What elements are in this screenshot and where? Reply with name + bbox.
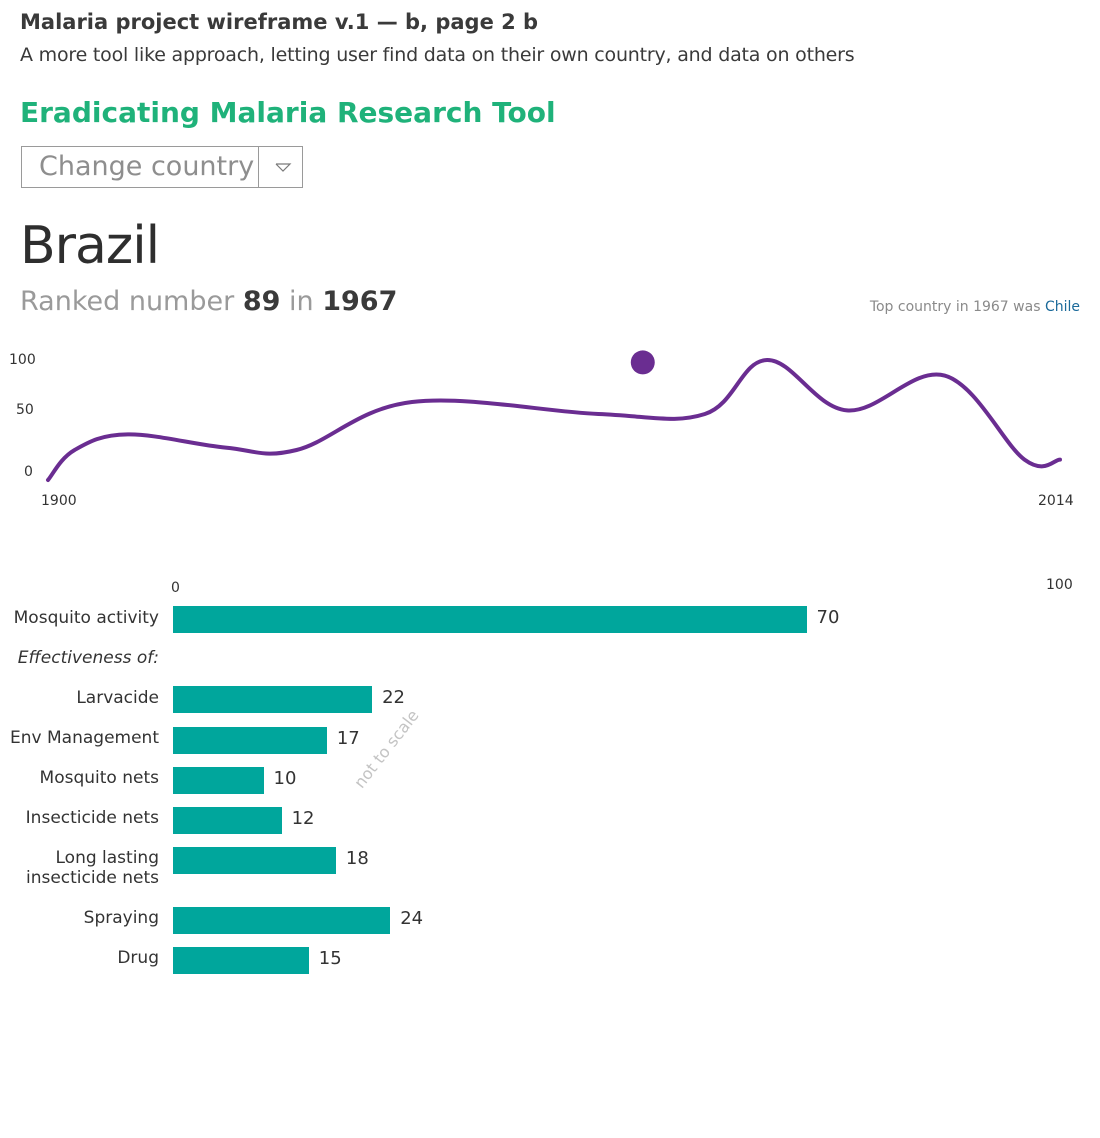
wireframe-title: Malaria project wireframe v.1 — b, page … <box>20 10 539 34</box>
rank-year: 1967 <box>322 286 398 317</box>
top-country-note: Top country in 1967 was Chile <box>870 299 1080 315</box>
bar-value-label: 18 <box>345 848 369 869</box>
rank-number: 89 <box>242 286 281 317</box>
y-tick-label: 50 <box>16 402 34 418</box>
bar-category-label: Larvacide <box>76 688 159 708</box>
tool-title: Eradicating Malaria Research Tool <box>20 96 556 129</box>
bar-value-label: 10 <box>273 768 297 789</box>
country-select[interactable]: Change country <box>21 146 303 188</box>
bar <box>173 907 391 934</box>
x-end-label: 2014 <box>1038 493 1074 509</box>
bar-category-label: Drug <box>117 948 159 968</box>
bar-category-label: Env Management <box>10 728 159 748</box>
rank-line: Ranked number 89 in 1967 <box>20 286 397 317</box>
bar <box>173 947 309 974</box>
line-chart <box>46 350 1062 482</box>
select-divider <box>258 147 259 187</box>
bar-category-label: Spraying <box>83 908 159 928</box>
country-select-label: Change country <box>39 151 255 182</box>
not-to-scale-watermark: not to scale <box>350 706 423 792</box>
rank-prefix: Ranked number <box>20 286 235 317</box>
bar <box>173 686 373 713</box>
selected-year-marker[interactable] <box>630 350 655 375</box>
bar <box>173 807 282 834</box>
bar-category-label: Long lasting insecticide nets <box>25 848 159 888</box>
country-name: Brazil <box>20 216 160 276</box>
top-country-text: Top country in 1967 was <box>869 299 1041 315</box>
wireframe-subtitle: A more tool like approach, letting user … <box>20 44 855 66</box>
bar-value-label: 22 <box>382 687 405 708</box>
bar <box>173 606 807 633</box>
top-country-link[interactable]: Chile <box>1044 299 1080 315</box>
bar-category-label: Mosquito activity <box>13 608 159 628</box>
bar-category-label: Mosquito nets <box>39 768 159 788</box>
rank-in: in <box>288 286 314 317</box>
bar <box>173 727 327 754</box>
bar-axis-max-label: 100 <box>1046 577 1073 593</box>
chevron-down-icon[interactable] <box>274 161 292 175</box>
bar <box>173 847 336 874</box>
x-start-label: 1900 <box>41 493 77 509</box>
bar-axis-min-label: 0 <box>171 580 180 596</box>
bar-value-label: 17 <box>336 728 360 749</box>
y-tick-label: 100 <box>9 352 36 368</box>
bar-value-label: 24 <box>400 908 424 929</box>
bar <box>173 767 264 794</box>
bar-value-label: 70 <box>816 607 840 628</box>
bar-value-label: 15 <box>318 948 342 969</box>
series-line <box>46 357 1062 482</box>
section-label: Effectiveness of: <box>17 648 159 668</box>
bar-value-label: 12 <box>291 808 315 829</box>
bar-category-label: Insecticide nets <box>25 808 159 828</box>
y-tick-label: 0 <box>24 464 33 480</box>
